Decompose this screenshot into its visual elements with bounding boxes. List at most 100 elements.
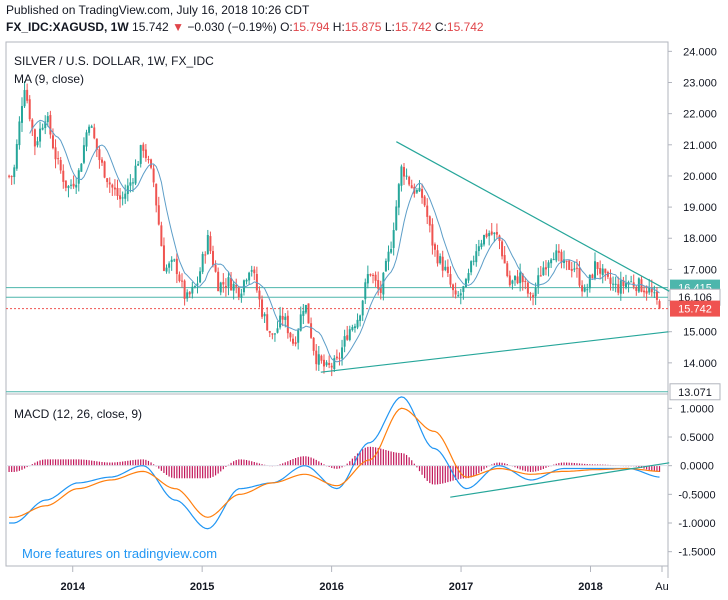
macd-histogram-bar	[209, 465, 212, 478]
macd-histogram-bar	[594, 464, 596, 466]
candle-body	[88, 126, 91, 133]
macd-histogram-bar	[103, 462, 106, 466]
candle-body	[614, 283, 617, 285]
macd-histogram-bar	[305, 456, 307, 466]
candle-body	[263, 314, 266, 317]
macd-histogram-bar	[122, 461, 124, 466]
candle-body	[137, 163, 140, 166]
macd-histogram-bar	[93, 460, 95, 466]
macd-histogram-bar	[457, 465, 459, 480]
macd-trendline[interactable]	[450, 462, 670, 498]
candle-body	[593, 261, 596, 279]
candle-body	[630, 281, 633, 283]
macd-histogram-bar	[362, 449, 364, 466]
signal-line	[9, 407, 660, 518]
macd-histogram-bar	[11, 465, 13, 472]
candle-body	[459, 293, 462, 296]
candle-body	[188, 292, 191, 295]
candle-body	[193, 286, 196, 288]
tradingview-watermark[interactable]: More features on tradingview.com	[22, 546, 217, 561]
candle-body	[77, 170, 80, 184]
macd-histogram-bar	[475, 465, 477, 475]
candle-body	[119, 195, 122, 200]
candle-body	[101, 159, 103, 163]
candle-body	[488, 233, 491, 237]
macd-histogram-bar	[284, 462, 286, 466]
trendline[interactable]	[320, 331, 670, 373]
last-price: 15.742	[132, 20, 169, 34]
candle-body	[351, 327, 354, 331]
candle-body	[361, 300, 364, 316]
candle-body	[46, 116, 49, 123]
macd-histogram-bar	[553, 464, 555, 466]
candle-body	[59, 159, 62, 171]
macd-histogram-bar	[444, 465, 446, 483]
macd-histogram-bar	[480, 465, 483, 472]
macd-histogram-bar	[287, 461, 289, 466]
change-value: −0.030 (−0.19%)	[187, 20, 277, 34]
candle-body	[320, 355, 323, 361]
macd-histogram-bar	[470, 465, 472, 478]
candle-body	[624, 283, 627, 288]
candle-body	[18, 121, 21, 146]
macd-histogram-bar	[658, 465, 661, 472]
candle-body	[470, 261, 473, 273]
candle-body	[258, 290, 261, 300]
macd-histogram-bar	[566, 462, 568, 466]
macd-histogram-bar	[191, 465, 193, 479]
candle-body	[483, 234, 486, 245]
candle-body	[550, 259, 553, 264]
macd-histogram-bar	[496, 462, 498, 466]
macd-histogram-bar	[70, 459, 72, 466]
macd-histogram-bar	[85, 459, 88, 466]
macd-histogram-bar	[60, 459, 62, 466]
macd-histogram-bar	[315, 459, 317, 466]
macd-histogram-bar	[67, 459, 70, 466]
close-value: 15.742	[446, 20, 484, 34]
macd-pane-title: MACD (12, 26, close, 9)	[14, 407, 142, 421]
macd-histogram-bar	[387, 450, 390, 466]
macd-histogram-bar	[52, 459, 54, 466]
candle-body	[126, 185, 129, 195]
candle-body	[106, 178, 109, 183]
candle-body	[242, 280, 245, 293]
price-axis-tick-label: 23.000	[683, 77, 717, 89]
macd-histogram-bar	[202, 465, 204, 479]
trendline[interactable]	[396, 141, 670, 292]
candle-body	[261, 299, 264, 317]
candle-body	[539, 275, 542, 277]
candle-body	[449, 274, 452, 285]
macd-histogram-bar	[646, 465, 648, 470]
macd-histogram-bar	[225, 465, 227, 467]
candle-body	[206, 235, 209, 255]
macd-histogram-bar	[568, 462, 570, 466]
macd-histogram-bar	[390, 451, 392, 466]
candle-body	[289, 332, 292, 338]
open-label: O:	[280, 20, 293, 34]
macd-histogram-bar	[367, 446, 369, 466]
macd-histogram-bar	[62, 459, 64, 466]
macd-histogram-bar	[424, 465, 426, 479]
candle-body	[557, 250, 560, 253]
candle-body	[304, 304, 307, 313]
macd-axis-tick-label: -1.5000	[678, 547, 715, 559]
macd-axis-tick-label: 0.0000	[680, 461, 714, 473]
macd-histogram-bar	[638, 465, 640, 468]
candle-body	[366, 274, 369, 284]
macd-histogram-bar	[73, 459, 75, 466]
macd-histogram-bar	[207, 465, 209, 479]
candle-body	[214, 264, 217, 272]
candle-body	[315, 350, 318, 365]
symbol-label[interactable]: FX_IDC:XAGUSD, 1W	[6, 20, 129, 34]
macd-histogram-bar	[576, 463, 578, 466]
macd-histogram-bar	[16, 465, 18, 472]
candle-body	[495, 232, 498, 235]
candle-body	[168, 263, 171, 268]
candle-body	[70, 184, 73, 186]
candle-body	[601, 268, 604, 275]
candle-body	[612, 283, 615, 285]
candle-body	[356, 319, 359, 328]
macd-histogram-bar	[318, 461, 320, 466]
candle-body	[8, 175, 11, 177]
